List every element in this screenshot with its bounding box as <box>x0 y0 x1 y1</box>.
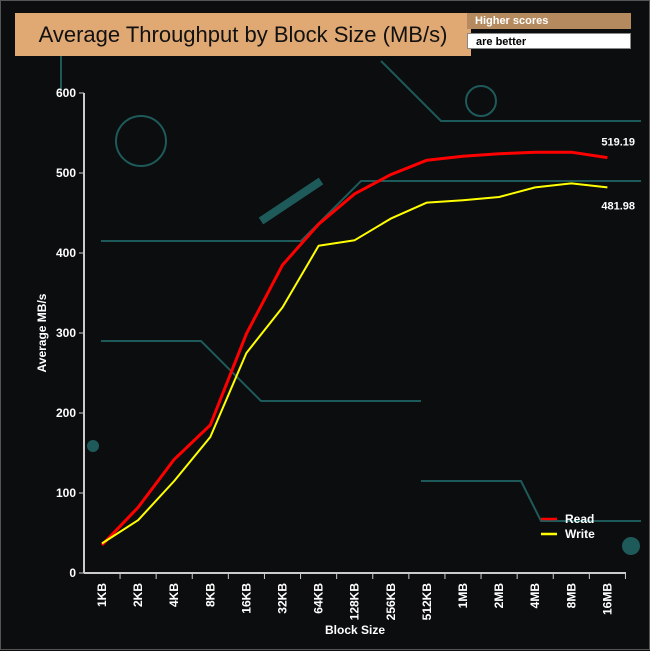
x-tick-label: 16MB <box>600 583 614 615</box>
y-tick-label: 500 <box>56 166 76 180</box>
x-tick-label: 512KB <box>420 583 434 621</box>
series-line-write <box>101 182 608 545</box>
x-tick-label: 128KB <box>348 583 362 621</box>
end-value-label: 481.98 <box>601 200 635 212</box>
legend-label: Read <box>565 512 594 526</box>
x-tick-label: 4MB <box>528 583 542 609</box>
x-tick-label: 16KB <box>239 583 253 614</box>
x-tick-label: 1KB <box>95 583 109 607</box>
x-tick-label: 4KB <box>167 583 181 607</box>
y-axis-label: Average MB/s <box>35 293 49 372</box>
y-tick-label: 300 <box>56 326 76 340</box>
x-tick-label: 2KB <box>131 583 145 607</box>
y-tick-label: 0 <box>69 566 76 580</box>
x-tick-label: 1MB <box>456 583 470 609</box>
circuit-background <box>60 31 641 555</box>
x-tick-label: 32KB <box>276 583 290 614</box>
y-tick-label: 600 <box>56 86 76 100</box>
y-tick-label: 400 <box>56 246 76 260</box>
x-tick-label: 2MB <box>492 583 506 609</box>
series-line-read <box>100 150 608 547</box>
x-tick-label: 256KB <box>384 583 398 621</box>
chart-title: Average Throughput by Block Size (MB/s) <box>15 13 471 56</box>
x-axis-label: Block Size <box>325 623 385 637</box>
y-tick-label: 200 <box>56 406 76 420</box>
y-tick-label: 100 <box>56 486 76 500</box>
end-value-label: 519.19 <box>601 137 635 149</box>
x-tick-label: 8KB <box>203 583 217 607</box>
higher-scores-badge: Higher scores <box>467 13 631 29</box>
are-better-badge: are better <box>467 33 631 49</box>
legend-label: Write <box>565 527 595 541</box>
x-tick-label: 64KB <box>312 583 326 614</box>
x-tick-label: 8MB <box>564 583 578 609</box>
